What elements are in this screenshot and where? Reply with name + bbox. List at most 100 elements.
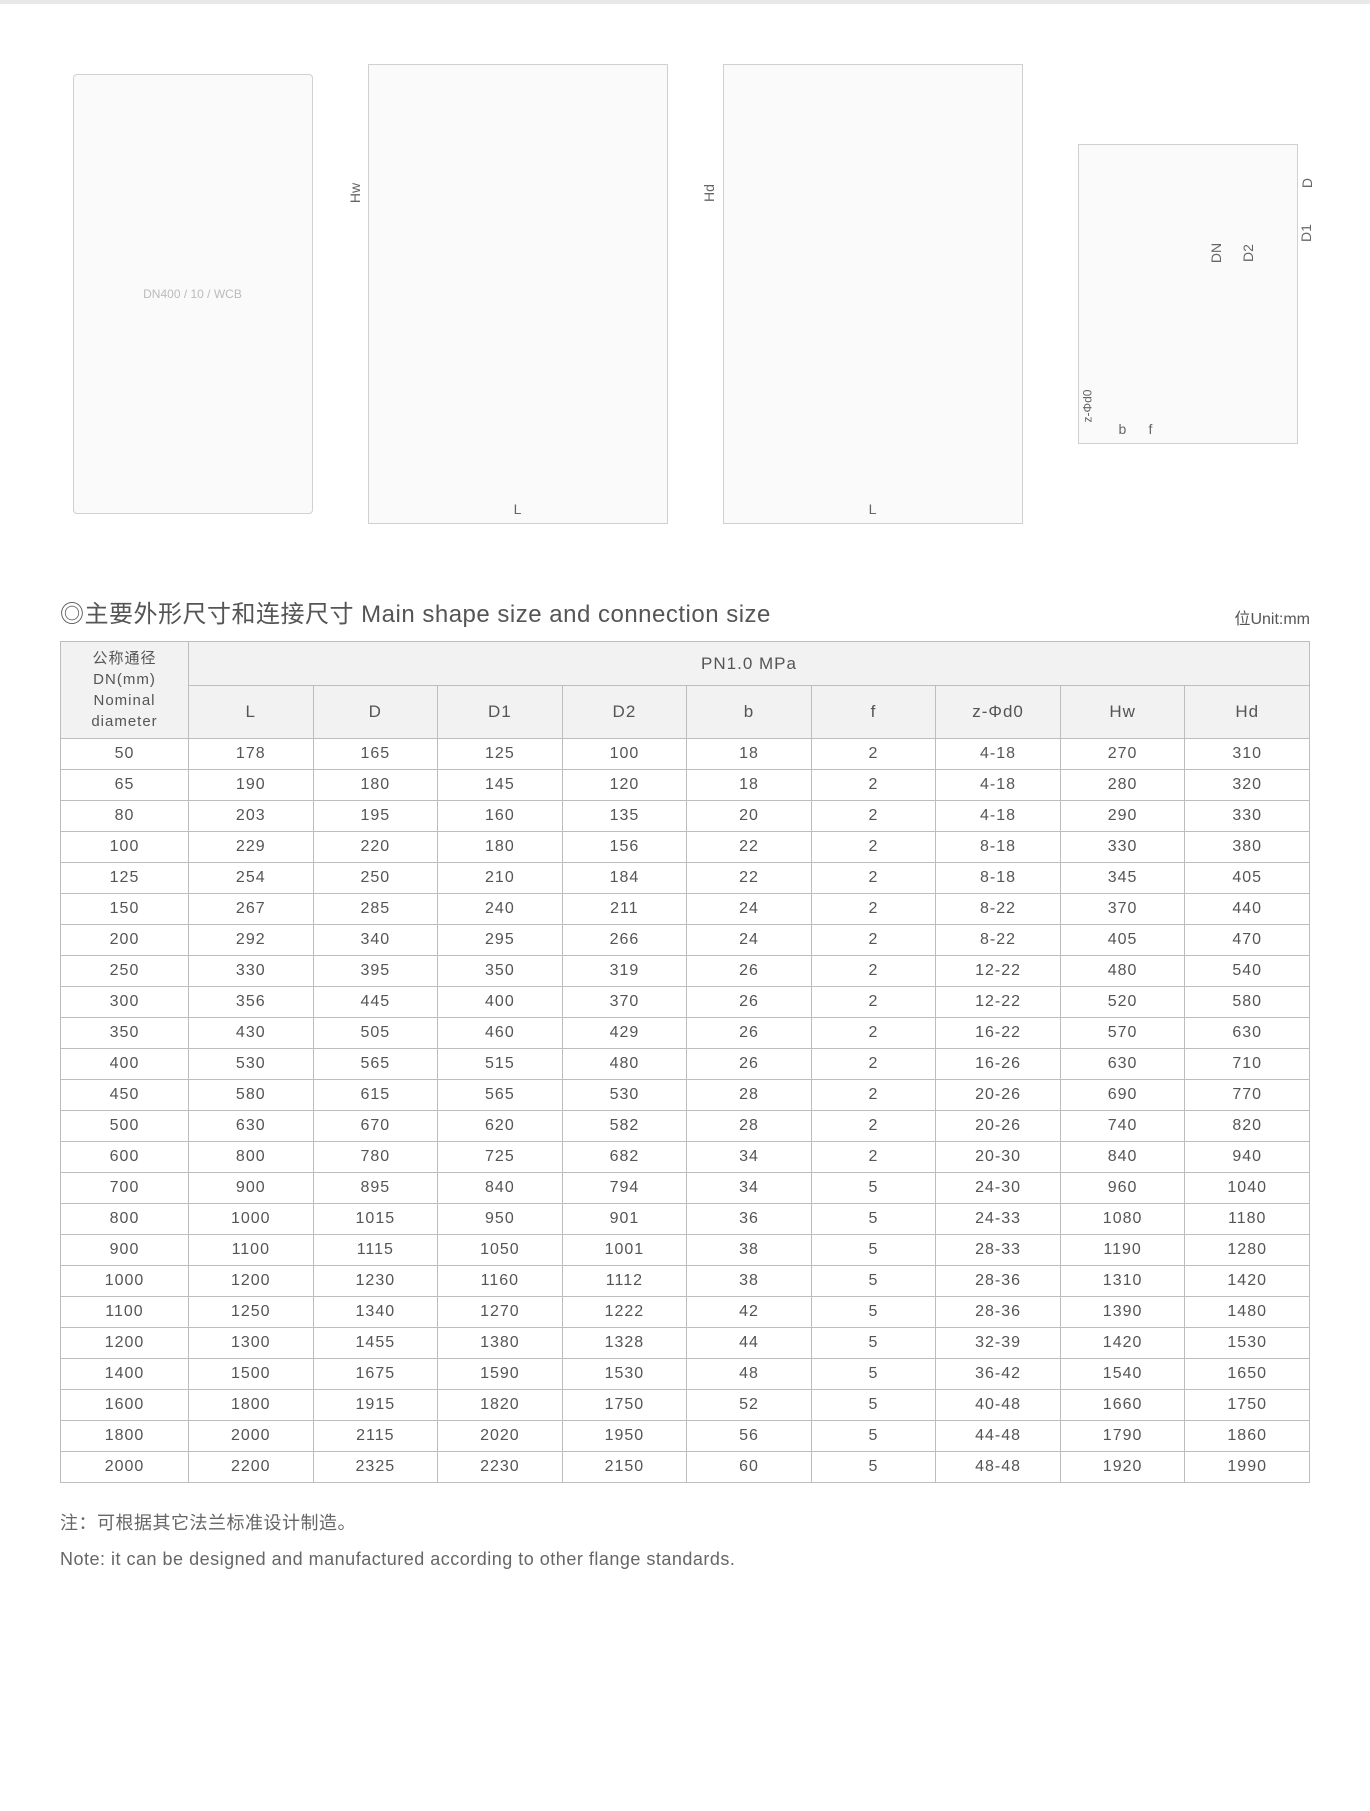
dim-hd: Hd <box>700 184 716 202</box>
table-cell: 1400 <box>61 1359 189 1390</box>
table-row: 70090089584079434524-309601040 <box>61 1173 1310 1204</box>
table-cell: 5 <box>811 1266 936 1297</box>
table-cell: 1015 <box>313 1204 438 1235</box>
table-cell: 800 <box>189 1142 314 1173</box>
table-cell: 901 <box>562 1204 687 1235</box>
table-cell: 300 <box>61 987 189 1018</box>
table-cell: 1190 <box>1060 1235 1185 1266</box>
table-cell: 38 <box>687 1235 812 1266</box>
table-cell: 405 <box>1185 863 1310 894</box>
table-cell: 1990 <box>1185 1452 1310 1483</box>
table-cell: 1950 <box>562 1421 687 1452</box>
table-cell: 895 <box>313 1173 438 1204</box>
col-header: Hw <box>1060 686 1185 739</box>
table-cell: 1530 <box>1185 1328 1310 1359</box>
table-cell: 630 <box>1185 1018 1310 1049</box>
table-cell: 180 <box>438 832 563 863</box>
table-cell: 370 <box>1060 894 1185 925</box>
table-cell: 280 <box>1060 770 1185 801</box>
table-cell: 740 <box>1060 1111 1185 1142</box>
table-row: 50063067062058228220-26740820 <box>61 1111 1310 1142</box>
table-cell: 180 <box>313 770 438 801</box>
table-cell: 480 <box>1060 956 1185 987</box>
table-cell: 480 <box>562 1049 687 1080</box>
table-cell: 400 <box>61 1049 189 1080</box>
section-title: ◎主要外形尺寸和连接尺寸 Main shape size and connect… <box>60 594 771 629</box>
table-cell: 285 <box>313 894 438 925</box>
table-row: 30035644540037026212-22520580 <box>61 987 1310 1018</box>
table-cell: 820 <box>1185 1111 1310 1142</box>
table-cell: 160 <box>438 801 563 832</box>
table-cell: 770 <box>1185 1080 1310 1111</box>
table-wrap: 公称通径 DN(mm) Nominal diameter PN1.0 MPa L… <box>0 641 1370 1483</box>
table-cell: 350 <box>438 956 563 987</box>
table-cell: 1420 <box>1185 1266 1310 1297</box>
table-cell: 840 <box>438 1173 563 1204</box>
table-cell: 540 <box>1185 956 1310 987</box>
table-cell: 8-22 <box>936 894 1061 925</box>
table-cell: 1280 <box>1185 1235 1310 1266</box>
table-cell: 250 <box>313 863 438 894</box>
table-cell: 950 <box>438 1204 563 1235</box>
table-cell: 530 <box>189 1049 314 1080</box>
table-cell: 5 <box>811 1359 936 1390</box>
table-cell: 2 <box>811 1142 936 1173</box>
table-cell: 8-18 <box>936 863 1061 894</box>
col-header: f <box>811 686 936 739</box>
table-cell: 395 <box>313 956 438 987</box>
table-cell: 135 <box>562 801 687 832</box>
table-row: 8001000101595090136524-3310801180 <box>61 1204 1310 1235</box>
dn-header-l3: Nominal <box>65 690 184 711</box>
table-cell: 2000 <box>189 1421 314 1452</box>
table-cell: 22 <box>687 832 812 863</box>
table-cell: 12-22 <box>936 987 1061 1018</box>
table-cell: 794 <box>562 1173 687 1204</box>
table-cell: 1540 <box>1060 1359 1185 1390</box>
table-cell: 1050 <box>438 1235 563 1266</box>
table-row: 40053056551548026216-26630710 <box>61 1049 1310 1080</box>
table-row: 45058061556553028220-26690770 <box>61 1080 1310 1111</box>
table-cell: 8-22 <box>936 925 1061 956</box>
table-cell: 24 <box>687 925 812 956</box>
table-cell: 2150 <box>562 1452 687 1483</box>
table-cell: 60 <box>687 1452 812 1483</box>
table-cell: 24-30 <box>936 1173 1061 1204</box>
table-cell: 460 <box>438 1018 563 1049</box>
table-cell: 24-33 <box>936 1204 1061 1235</box>
table-cell: 28-33 <box>936 1235 1061 1266</box>
table-cell: 1250 <box>189 1297 314 1328</box>
table-cell: 1200 <box>61 1328 189 1359</box>
table-cell: 620 <box>438 1111 563 1142</box>
table-cell: 340 <box>313 925 438 956</box>
col-header: Hd <box>1185 686 1310 739</box>
table-cell: 125 <box>61 863 189 894</box>
table-cell: 800 <box>61 1204 189 1235</box>
table-cell: 18 <box>687 770 812 801</box>
table-cell: 190 <box>189 770 314 801</box>
dimension-table: 公称通径 DN(mm) Nominal diameter PN1.0 MPa L… <box>60 641 1310 1483</box>
table-cell: 356 <box>189 987 314 1018</box>
table-cell: 682 <box>562 1142 687 1173</box>
table-cell: 1455 <box>313 1328 438 1359</box>
table-cell: 5 <box>811 1390 936 1421</box>
table-cell: 2200 <box>189 1452 314 1483</box>
table-cell: 580 <box>189 1080 314 1111</box>
table-cell: 240 <box>438 894 563 925</box>
table-cell: 32-39 <box>936 1328 1061 1359</box>
table-cell: 2000 <box>61 1452 189 1483</box>
table-cell: 500 <box>61 1111 189 1142</box>
table-cell: 1040 <box>1185 1173 1310 1204</box>
table-cell: 16-26 <box>936 1049 1061 1080</box>
table-cell: 5 <box>811 1297 936 1328</box>
table-cell: 440 <box>1185 894 1310 925</box>
table-cell: 530 <box>562 1080 687 1111</box>
table-cell: 1001 <box>562 1235 687 1266</box>
table-cell: 2 <box>811 1018 936 1049</box>
table-cell: 1328 <box>562 1328 687 1359</box>
table-body: 501781651251001824-182703106519018014512… <box>61 739 1310 1483</box>
table-cell: 2 <box>811 925 936 956</box>
flange-drawing: D D1 D2 DN z-Φd0 b f <box>1078 144 1298 444</box>
table-cell: 290 <box>1060 801 1185 832</box>
table-cell: 8-18 <box>936 832 1061 863</box>
table-cell: 145 <box>438 770 563 801</box>
